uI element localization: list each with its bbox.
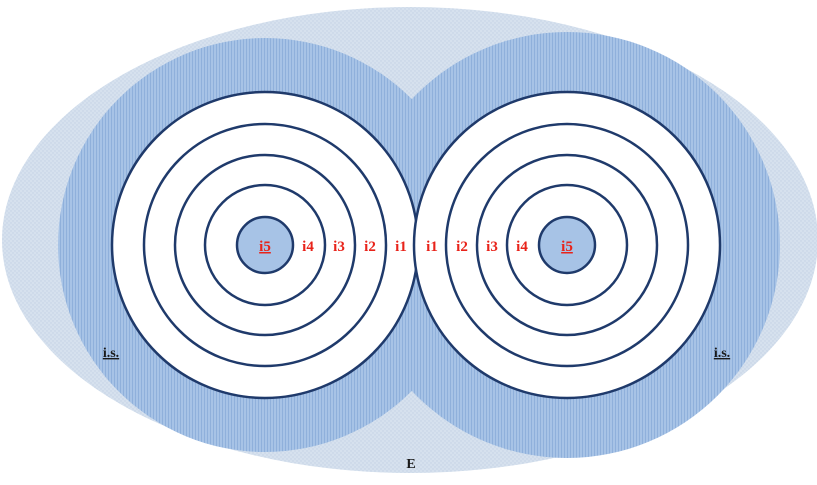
universe-label: E [406, 457, 415, 472]
right-ring-label-i1: i1 [426, 239, 438, 255]
left-ring-label-i4: i4 [302, 239, 314, 255]
right-ring-label-i4: i4 [516, 239, 528, 255]
left-target [110, 90, 420, 400]
right-core [537, 215, 597, 275]
left-ring-label-i3: i3 [333, 239, 345, 255]
right-core-label: i5 [561, 239, 573, 255]
right-ring-label-i3: i3 [486, 239, 498, 255]
left-ring-label-i2: i2 [364, 239, 376, 255]
right-set-label: i.s. [714, 346, 730, 361]
left-core [235, 215, 295, 275]
left-core-label: i5 [259, 239, 271, 255]
left-set-label: i.s. [103, 346, 119, 361]
right-ring-label-i2: i2 [456, 239, 468, 255]
right-target [412, 90, 722, 400]
left-ring-label-i1: i1 [395, 239, 407, 255]
